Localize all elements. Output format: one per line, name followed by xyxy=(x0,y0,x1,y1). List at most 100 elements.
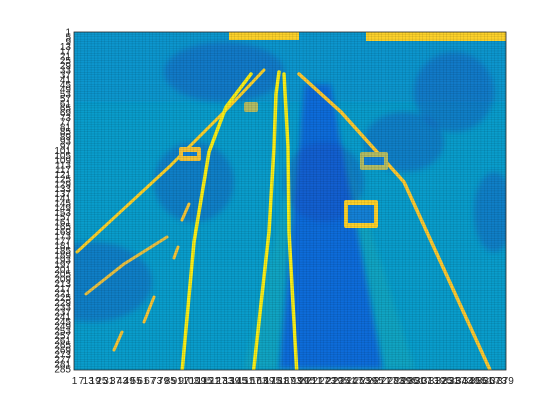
x-tick-label: 235 xyxy=(333,376,350,387)
x-tick-label: 313 xyxy=(422,376,439,387)
x-tick-label: 301 xyxy=(408,376,425,387)
y-tick-label: 121 xyxy=(54,170,71,181)
y-tick-label: 97 xyxy=(60,141,72,152)
x-tick-label: 127 xyxy=(210,376,227,387)
x-tick-label: 73 xyxy=(151,376,163,387)
y-tick-label: 213 xyxy=(54,279,71,290)
x-tick-label: 211 xyxy=(306,376,322,387)
y-tick-label: 177 xyxy=(54,236,71,247)
heatmap-plot-area xyxy=(74,32,506,370)
x-tick-label: 193 xyxy=(285,376,302,387)
x-tick-label: 367 xyxy=(483,376,500,387)
y-tick-label: 241 xyxy=(54,312,71,323)
y-tick-label: 285 xyxy=(54,364,71,375)
y-tick-label: 253 xyxy=(54,326,71,337)
y-tick-label: 77 xyxy=(60,118,72,129)
x-tick-label: 283 xyxy=(388,376,405,387)
y-tick-label: 237 xyxy=(54,307,71,318)
x-tick-label: 19 xyxy=(90,376,102,387)
y-tick-label: 33 xyxy=(60,66,72,77)
y-tick-label: 261 xyxy=(54,336,71,347)
x-tick-label: 289 xyxy=(395,376,412,387)
x-tick-label: 337 xyxy=(449,376,466,387)
y-tick-label: 133 xyxy=(54,184,71,195)
x-tick-label: 49 xyxy=(124,376,136,387)
y-tick-label: 65 xyxy=(60,103,72,114)
top-bright-band xyxy=(366,32,506,41)
x-tick-label: 241 xyxy=(340,376,357,387)
y-tick-label: 277 xyxy=(54,355,71,366)
y-tick-label: 125 xyxy=(54,175,71,186)
y-tick-label: 269 xyxy=(54,345,71,356)
x-tick-label: 163 xyxy=(251,376,268,387)
y-tick-label: 233 xyxy=(54,303,71,314)
y-tick-label: 209 xyxy=(54,274,71,285)
x-tick-label: 1 xyxy=(72,376,78,387)
y-tick-label: 1 xyxy=(65,28,71,39)
y-tick-label: 157 xyxy=(54,213,71,224)
y-tick-label: 145 xyxy=(54,198,71,209)
y-tick-label: 13 xyxy=(60,42,72,53)
y-tick-label: 105 xyxy=(54,151,71,162)
y-tick-label: 109 xyxy=(54,156,71,167)
axes-box xyxy=(73,31,507,371)
x-tick-label: 67 xyxy=(144,376,156,387)
y-tick-label: 169 xyxy=(54,227,71,238)
x-tick-label: 355 xyxy=(470,376,487,387)
x-tick-label: 217 xyxy=(312,376,329,387)
x-tick-label: 181 xyxy=(271,376,288,387)
y-tick-label: 225 xyxy=(54,293,71,304)
y-tick-label: 89 xyxy=(60,132,72,143)
y-tick-label: 193 xyxy=(54,255,71,266)
y-tick-label: 165 xyxy=(54,222,71,233)
y-tick-label: 57 xyxy=(60,94,72,105)
x-tick-label: 331 xyxy=(442,376,459,387)
lane-line xyxy=(282,72,299,370)
x-tick-label: 187 xyxy=(278,376,295,387)
dashed-lane-marking xyxy=(180,202,191,222)
y-tick-label: 189 xyxy=(54,251,71,262)
x-tick-label: 223 xyxy=(319,376,336,387)
vehicle-blob xyxy=(244,102,258,112)
y-tick-label: 205 xyxy=(54,270,71,281)
x-tick-label: 97 xyxy=(178,376,190,387)
y-tick-label: 61 xyxy=(60,99,72,110)
x-tick-label: 7 xyxy=(79,376,85,387)
y-tick-label: 173 xyxy=(54,232,71,243)
dark-patch xyxy=(164,42,284,102)
dark-patch xyxy=(474,172,506,252)
lane-line xyxy=(251,70,281,370)
y-tick-label: 161 xyxy=(54,217,71,228)
y-tick-label: 45 xyxy=(60,80,72,91)
x-tick-label: 79 xyxy=(158,376,170,387)
y-tick-label: 73 xyxy=(60,113,72,124)
y-tick-label: 9 xyxy=(65,37,71,48)
dashed-lane-marking xyxy=(112,330,124,352)
x-tick-label: 295 xyxy=(401,376,418,387)
dark-patch xyxy=(74,242,152,322)
y-tick-label: 129 xyxy=(54,179,71,190)
lane-line xyxy=(180,72,253,370)
y-tick-label: 137 xyxy=(54,189,71,200)
lane-line xyxy=(84,235,169,296)
lane-line xyxy=(297,72,492,370)
y-tick-label: 69 xyxy=(60,108,72,119)
dark-patch xyxy=(414,52,494,132)
x-tick-label: 325 xyxy=(436,376,453,387)
y-tick-label: 229 xyxy=(54,298,71,309)
x-tick-label: 145 xyxy=(230,376,247,387)
y-tick-label: 113 xyxy=(55,160,71,171)
x-tick-label: 361 xyxy=(477,376,494,387)
vehicle-core xyxy=(348,205,374,223)
y-tick-label: 5 xyxy=(65,32,71,43)
x-tick-label: 379 xyxy=(497,376,514,387)
x-tick-label: 373 xyxy=(490,376,507,387)
y-tick-label: 41 xyxy=(60,75,72,86)
x-tick-label: 259 xyxy=(360,376,377,387)
x-tick-label: 307 xyxy=(415,376,432,387)
x-tick-label: 37 xyxy=(110,376,122,387)
x-tick-label: 103 xyxy=(182,376,199,387)
y-tick-label: 245 xyxy=(54,317,71,328)
x-tick-label: 253 xyxy=(353,376,370,387)
